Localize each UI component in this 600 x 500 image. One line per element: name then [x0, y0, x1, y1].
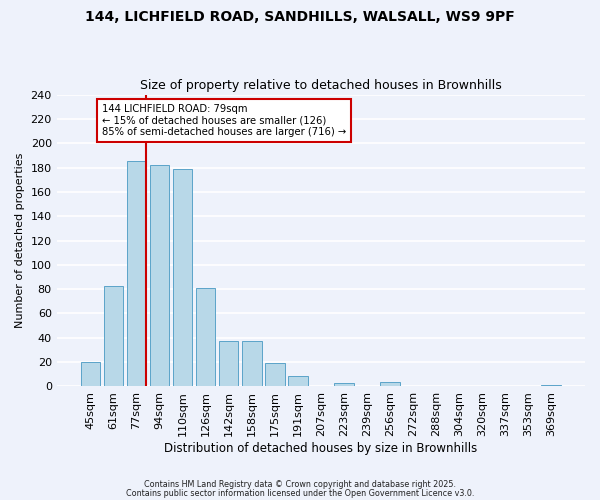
Bar: [173, 168, 193, 386]
Bar: [127, 162, 146, 386]
Bar: [219, 342, 238, 386]
Title: Size of property relative to detached houses in Brownhills: Size of property relative to detached ho…: [140, 79, 502, 92]
Bar: [196, 288, 215, 386]
Bar: [541, 385, 561, 386]
Text: 144 LICHFIELD ROAD: 79sqm
← 15% of detached houses are smaller (126)
85% of semi: 144 LICHFIELD ROAD: 79sqm ← 15% of detac…: [102, 104, 346, 138]
Bar: [150, 165, 169, 386]
Text: Contains public sector information licensed under the Open Government Licence v3: Contains public sector information licen…: [126, 488, 474, 498]
Text: Contains HM Land Registry data © Crown copyright and database right 2025.: Contains HM Land Registry data © Crown c…: [144, 480, 456, 489]
Y-axis label: Number of detached properties: Number of detached properties: [15, 153, 25, 328]
Bar: [288, 376, 308, 386]
Text: 144, LICHFIELD ROAD, SANDHILLS, WALSALL, WS9 9PF: 144, LICHFIELD ROAD, SANDHILLS, WALSALL,…: [85, 10, 515, 24]
Bar: [334, 383, 353, 386]
Bar: [104, 286, 123, 386]
Bar: [80, 362, 100, 386]
Bar: [242, 342, 262, 386]
Bar: [380, 382, 400, 386]
Bar: [265, 364, 284, 386]
X-axis label: Distribution of detached houses by size in Brownhills: Distribution of detached houses by size …: [164, 442, 478, 455]
